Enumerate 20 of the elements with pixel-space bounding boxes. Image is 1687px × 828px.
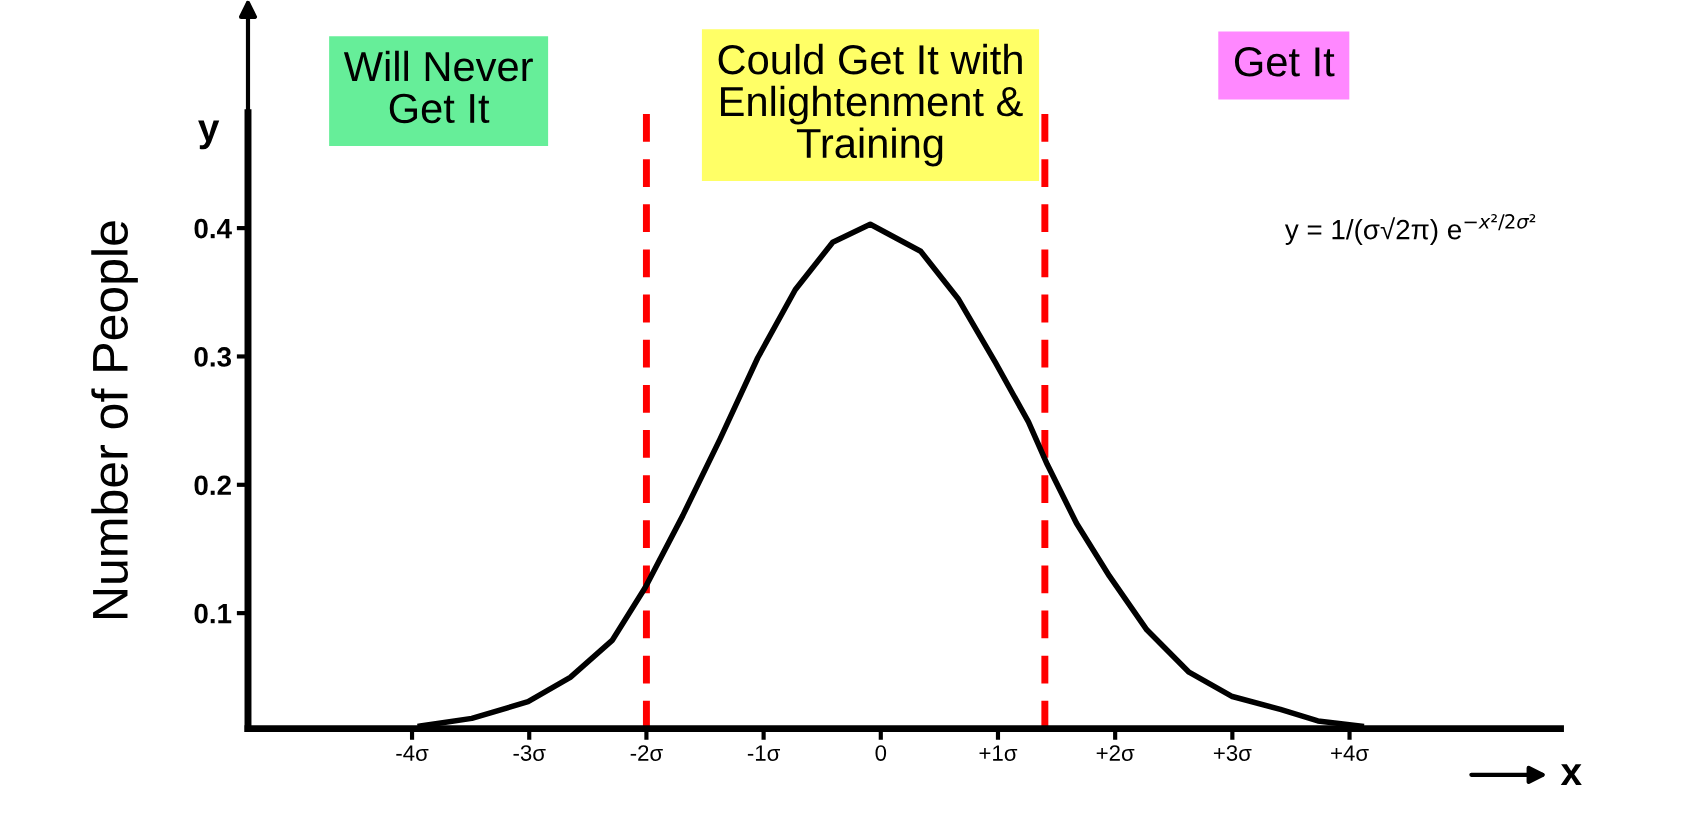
x-tick-label: -1σ	[747, 745, 781, 761]
text: Get It	[1234, 47, 1335, 77]
text: y	[198, 120, 220, 150]
annotation: Could Get It with Enlightenment & Training	[718, 43, 1023, 167]
x-tick-label: 0	[875, 745, 887, 761]
annotation: Will Never Get It	[343, 50, 533, 124]
y-tick-label: 0.2	[194, 475, 231, 496]
x-tick-label: -3σ	[513, 745, 546, 761]
x-axis-title: x	[1560, 764, 1582, 785]
y-tick-label: 0.1	[194, 603, 232, 624]
x-tick-label: +2σ	[1096, 745, 1135, 761]
annotation: y = 1/(σ√2π) e$^{−x²/2σ²}$	[1284, 214, 1536, 245]
y-tick-label: 0.3	[194, 347, 232, 367]
y-tick-label: 0.4	[194, 218, 232, 239]
x-tick-label: +1σ	[979, 745, 1018, 761]
x-tick-label: +4σ	[1331, 745, 1369, 761]
x-tick-label: -2σ	[630, 745, 663, 761]
x-tick-label: -4σ	[396, 745, 429, 761]
x-tick-label: +3σ	[1213, 745, 1252, 761]
y-axis-title: Number of People	[91, 221, 138, 619]
